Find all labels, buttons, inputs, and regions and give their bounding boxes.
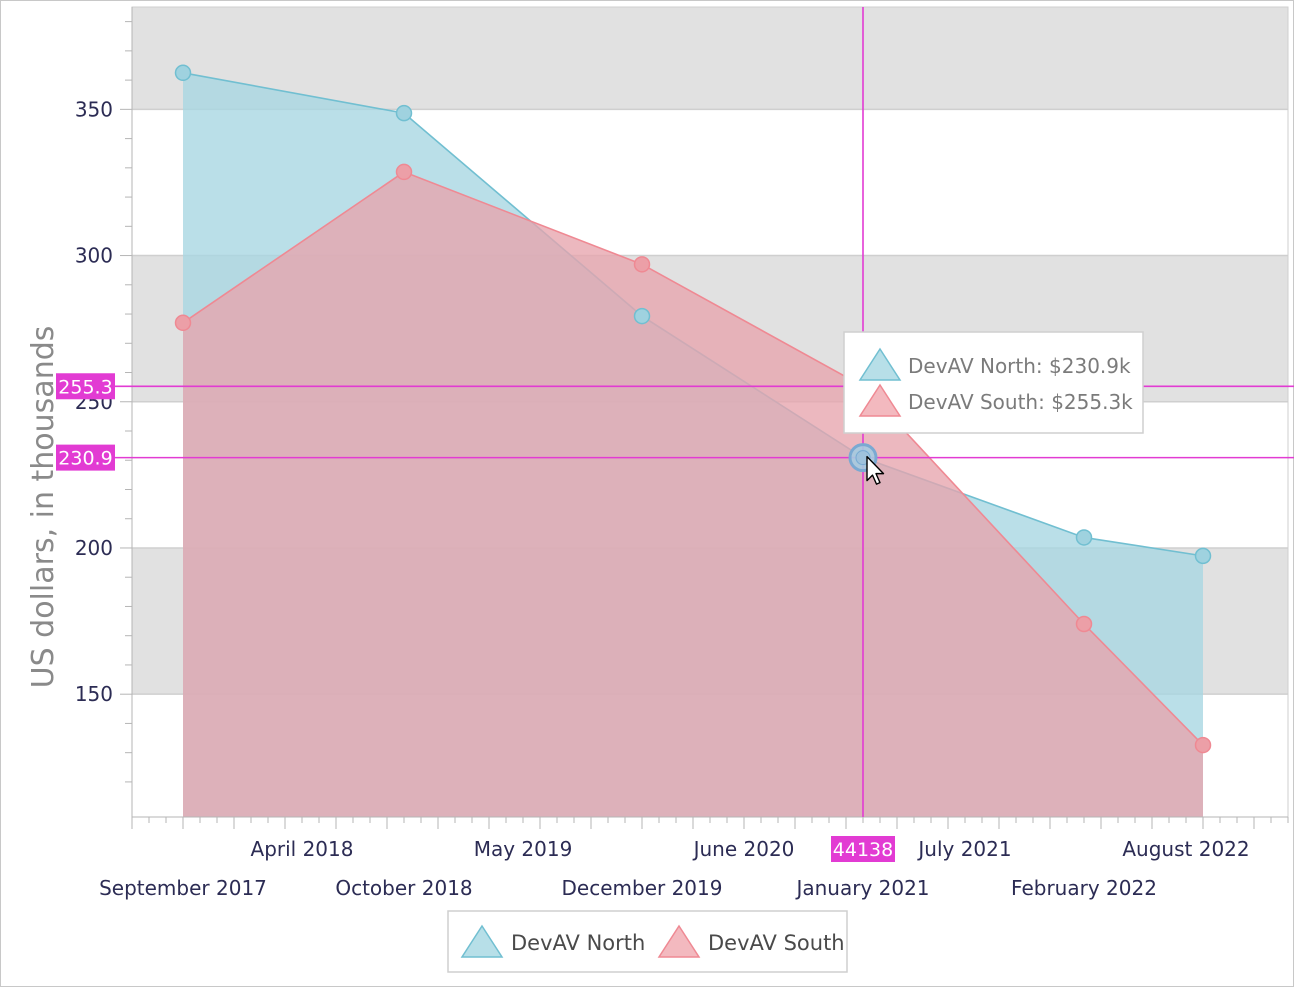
series-group	[182, 72, 1204, 818]
legend-label: DevAV North	[511, 931, 645, 955]
legend-item-south[interactable]: DevAV South	[657, 924, 845, 958]
data-point[interactable]	[633, 256, 651, 273]
crosshair-argument-box	[831, 836, 895, 862]
crosshair-value-label: 230.9	[58, 448, 112, 470]
crosshair-value-box	[56, 444, 115, 471]
mouse-cursor-icon	[866, 455, 885, 485]
y-tick-label: 150	[75, 682, 113, 706]
tooltip-item: DevAV South: $255.3k	[908, 390, 1133, 414]
data-point[interactable]	[395, 163, 413, 181]
x-tick-label: January 2021	[794, 876, 929, 900]
x-tick-label: December 2019	[562, 876, 723, 900]
crosshair-value-label: 255.3	[58, 376, 112, 398]
crosshair-argument-label: 44138	[833, 839, 893, 861]
legend-item-north[interactable]: DevAV North	[460, 924, 645, 958]
data-point[interactable]	[395, 104, 413, 122]
x-tick-label: July 2021	[916, 837, 1011, 861]
data-point[interactable]	[1194, 547, 1212, 565]
x-tick-label: April 2018	[251, 837, 354, 861]
x-tick-label: September 2017	[99, 876, 267, 900]
north-series-icon	[460, 924, 504, 958]
tooltip-item: DevAV North: $230.9k	[908, 354, 1131, 378]
south-series-icon	[657, 924, 701, 958]
series-area-south	[183, 171, 1203, 817]
north-marker-icon	[858, 347, 902, 381]
crosshair-tooltip: DevAV North: $230.9k DevAV South: $255.3k	[843, 331, 1144, 434]
y-tick-label: 350	[75, 97, 113, 121]
tooltip-box	[843, 331, 1144, 434]
x-tick-label: October 2018	[335, 876, 472, 900]
x-tick-label: August 2022	[1122, 837, 1249, 861]
data-point[interactable]	[174, 64, 192, 82]
x-tick-label: June 2020	[692, 837, 795, 861]
legend-box	[447, 910, 848, 973]
x-tick-label: May 2019	[474, 837, 573, 861]
crosshair-value-box	[56, 373, 115, 400]
plot-band	[132, 7, 1288, 110]
crosshair: 255.3 230.9 44138	[56, 7, 1294, 862]
data-point[interactable]	[174, 314, 192, 332]
y-tick-label: 300	[75, 244, 113, 268]
series-line-south	[182, 171, 1204, 746]
legend: DevAV North DevAV South	[447, 910, 848, 973]
y-tick-label: 200	[75, 536, 113, 560]
x-tick-label: February 2022	[1011, 876, 1157, 900]
data-point[interactable]	[1075, 615, 1093, 633]
data-point[interactable]	[1194, 736, 1212, 754]
cursor-arrow	[866, 455, 885, 485]
data-point[interactable]	[1075, 529, 1093, 546]
legend-label: DevAV South	[708, 931, 845, 955]
data-point[interactable]	[633, 307, 651, 325]
y-axis-title: US dollars, in thousands	[26, 326, 61, 689]
south-marker-icon	[858, 383, 902, 417]
x-axis: April 2018 May 2019 June 2020 July 2021 Augu…	[99, 816, 1289, 900]
